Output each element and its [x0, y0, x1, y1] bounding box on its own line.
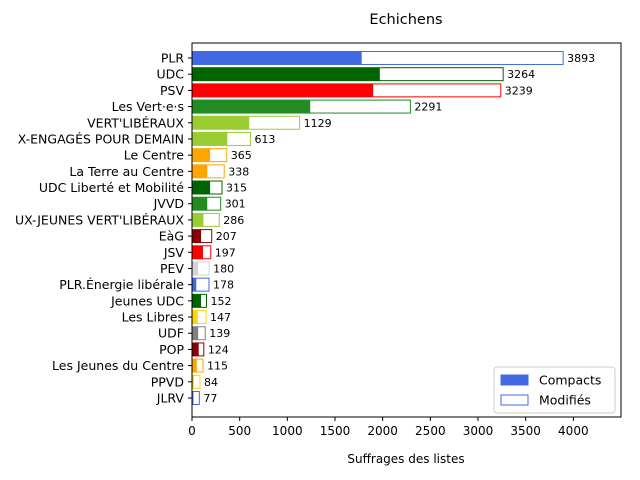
value-label: 3264 — [507, 68, 535, 81]
bar-compact — [192, 359, 197, 373]
y-tick-label: UDF — [158, 326, 184, 341]
value-label: 301 — [225, 198, 246, 211]
y-tick-label: JVVD — [153, 196, 184, 211]
plot-frame — [191, 42, 622, 418]
y-tick-label: Jeunes UDC — [110, 293, 184, 308]
value-label: 1129 — [304, 117, 332, 130]
x-tick-label: 2500 — [415, 424, 446, 438]
bar-compact — [192, 51, 362, 65]
y-tick-label: VERT'LIBÉRAUX — [87, 115, 184, 130]
value-label: 147 — [210, 311, 231, 324]
y-tick-label: JSV — [163, 245, 185, 260]
value-label: 2291 — [414, 101, 442, 114]
value-label: 84 — [204, 376, 218, 389]
y-tick-label: PLR — [161, 51, 185, 66]
bar-compact — [192, 326, 199, 340]
value-label: 139 — [209, 327, 230, 340]
x-tick-label: 2000 — [367, 424, 398, 438]
bar-compact — [192, 310, 198, 324]
legend-swatch — [500, 374, 529, 386]
y-tick-label: UDC — [156, 67, 184, 82]
value-label: 365 — [231, 149, 252, 162]
y-tick-label: PEV — [160, 261, 184, 276]
value-label: 207 — [216, 230, 237, 243]
value-label: 338 — [228, 165, 249, 178]
y-tick-label: UX-JEUNES VERT'LIBÉRAUX — [15, 212, 184, 227]
bar-compact — [192, 375, 194, 389]
bar-compact — [192, 181, 211, 194]
value-label: 152 — [210, 295, 231, 308]
chart-title: Echichens — [369, 12, 442, 28]
y-tick-label: Les Vert·e·s — [112, 99, 184, 114]
y-tick-label: PLR.Énergie libérale — [59, 277, 184, 292]
bar-compact — [192, 132, 228, 146]
value-label: 613 — [254, 133, 275, 146]
x-tick-label: 4000 — [558, 424, 589, 438]
x-axis: 0 500 1000 1500 2000 2500 3000 3500 4000 — [188, 417, 589, 438]
value-label: 178 — [213, 279, 234, 292]
bar-compact — [192, 213, 204, 227]
bar-compact — [192, 83, 374, 97]
value-label: 197 — [215, 246, 236, 259]
legend-swatch — [500, 394, 529, 406]
value-label: 286 — [223, 214, 244, 227]
x-tick-label: 500 — [228, 424, 251, 438]
value-label: 3893 — [567, 52, 595, 65]
y-tick-label: PSV — [160, 83, 184, 98]
y-tick-label: EàG — [159, 229, 184, 244]
value-label: 77 — [203, 392, 217, 405]
bar-compact — [192, 229, 202, 243]
bar-compact — [192, 116, 250, 130]
bar-compact — [192, 148, 211, 162]
bar-compact — [192, 262, 199, 275]
x-axis-label: Suffrages des listes — [347, 452, 464, 466]
y-tick-label: La Terre au Centre — [69, 164, 184, 179]
value-label: 180 — [213, 262, 234, 275]
bar-compact — [192, 100, 311, 114]
y-tick-label: Le Centre — [124, 148, 185, 163]
legend-label: Compacts — [539, 373, 601, 388]
value-label: 3239 — [505, 84, 533, 97]
y-tick-label: UDC Liberté et Mobilité — [39, 180, 184, 195]
x-tick-label: 3000 — [463, 424, 494, 438]
bar-compact — [192, 342, 199, 356]
bar-compact — [192, 164, 208, 178]
x-tick-label: 1000 — [272, 424, 303, 438]
bar-compact — [192, 67, 380, 81]
x-tick-label: 0 — [188, 424, 196, 438]
y-tick-label: PPVD — [151, 374, 184, 389]
bar-compact — [192, 391, 194, 405]
bar-compact — [192, 294, 202, 308]
y-tick-label: Les Libres — [122, 310, 184, 325]
x-tick-label: 1500 — [320, 424, 351, 438]
legend-label: Modifiés — [539, 393, 591, 408]
value-label: 124 — [208, 343, 229, 356]
bars-group — [191, 51, 564, 405]
legend: Compacts Modifiés — [493, 366, 616, 414]
y-tick-label: POP — [159, 342, 184, 357]
value-label: 315 — [226, 182, 247, 195]
bar-compact — [192, 197, 208, 211]
y-tick-label: JLRV — [156, 391, 185, 406]
value-label: 115 — [207, 360, 228, 373]
y-tick-label: X-ENGAGÉS POUR DEMAIN — [18, 131, 184, 146]
bar-compact — [192, 245, 203, 259]
x-tick-label: 3500 — [510, 424, 541, 438]
bar-compact — [192, 278, 197, 292]
y-tick-label: Les Jeunes du Centre — [52, 358, 184, 373]
